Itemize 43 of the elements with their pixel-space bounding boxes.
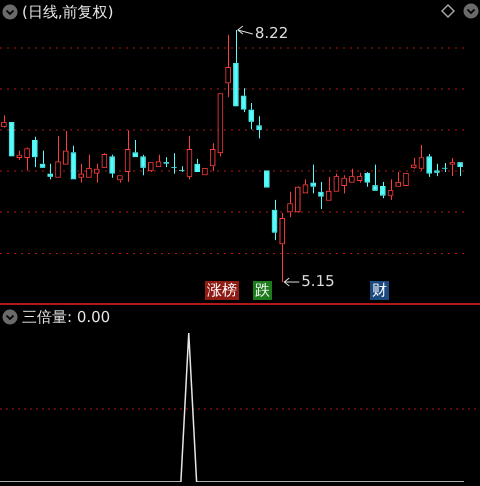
candlestick bbox=[62, 130, 69, 165]
candlestick bbox=[78, 163, 84, 184]
chart-title: (日线,前复权) bbox=[22, 3, 114, 21]
candlestick bbox=[326, 176, 332, 201]
candlestick bbox=[24, 146, 30, 171]
candlestick bbox=[380, 181, 386, 199]
candlestick bbox=[70, 145, 76, 180]
candlestick bbox=[140, 154, 146, 176]
candlestick bbox=[186, 135, 192, 180]
candlestick bbox=[86, 154, 92, 178]
candlestick bbox=[450, 158, 456, 177]
annotation: 涨榜 bbox=[205, 281, 239, 300]
candlestick bbox=[434, 163, 440, 177]
candlestick bbox=[109, 154, 115, 178]
candlestick bbox=[102, 152, 108, 168]
candlestick bbox=[55, 135, 61, 178]
candlestick bbox=[364, 172, 370, 188]
candlestick bbox=[240, 88, 246, 113]
candlestick bbox=[32, 136, 38, 168]
annotation: 财 bbox=[370, 281, 389, 300]
candlestick bbox=[272, 199, 278, 241]
candlestick bbox=[294, 185, 301, 214]
candlestick bbox=[279, 212, 286, 282]
annotation: 5.15 bbox=[301, 272, 335, 290]
candlestick bbox=[310, 164, 316, 194]
candlestick bbox=[40, 150, 46, 168]
candlestick bbox=[256, 116, 262, 139]
candlestick bbox=[210, 142, 216, 172]
candlestick bbox=[47, 163, 54, 180]
candlestick bbox=[233, 30, 239, 106]
chart-title: 三倍量: 0.00 bbox=[22, 308, 110, 326]
candlestick bbox=[372, 164, 378, 191]
candlestick bbox=[426, 153, 432, 178]
candlestick bbox=[218, 93, 224, 157]
annotation: 跌 bbox=[253, 281, 272, 300]
candlestick bbox=[418, 144, 424, 171]
annotation: 8.22 bbox=[254, 24, 288, 42]
candlestick bbox=[410, 158, 417, 170]
candlestick bbox=[225, 34, 231, 98]
candlestick bbox=[318, 181, 324, 210]
candlestick bbox=[124, 130, 130, 182]
candlestick bbox=[334, 173, 340, 192]
candlestick bbox=[248, 102, 254, 130]
